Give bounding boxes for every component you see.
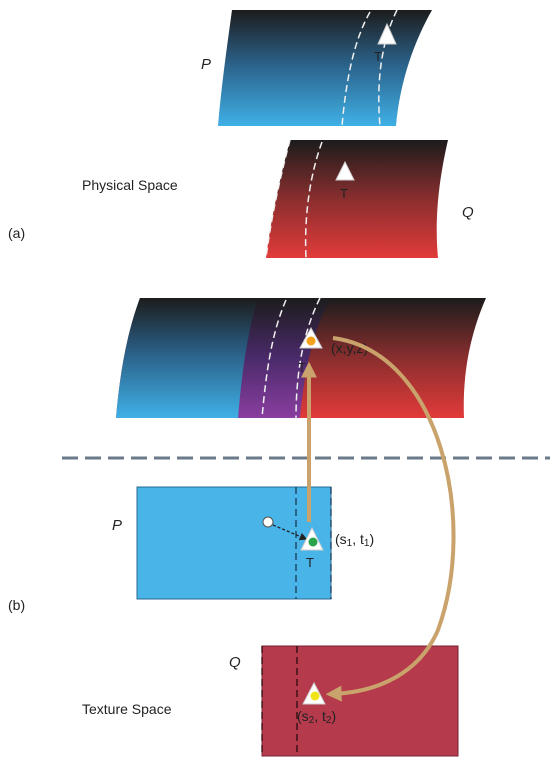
section-a-label: (a) [8, 225, 25, 241]
surface-p [218, 9, 432, 127]
combined-surface [116, 297, 486, 419]
physical-space-label: Physical Space [82, 177, 178, 193]
triangle-t-label: T [298, 360, 306, 375]
surface-p-label: P [201, 56, 211, 73]
section-b-label: (b) [8, 597, 25, 613]
triangle-t-icon [377, 22, 397, 45]
offset-arrow [272, 524, 308, 541]
point-s2t2-marker [310, 691, 320, 701]
texture-q-label: Q [229, 654, 241, 671]
triangle-t-label: T [306, 555, 314, 570]
triangle-t-label: T [374, 49, 382, 64]
coord-s1t1-label: (s1, t1) [335, 531, 374, 549]
triangle-t-icon [335, 160, 355, 181]
triangle-t-label: T [340, 186, 348, 201]
texture-space-label: Texture Space [82, 701, 172, 717]
point-s1t1-marker [308, 537, 318, 547]
source-point-marker [262, 516, 274, 528]
surface-q-label: Q [462, 204, 474, 221]
texture-q [261, 645, 459, 757]
mapping-arrow-curve [325, 336, 456, 702]
texture-p [136, 486, 332, 600]
surface-q [265, 139, 448, 259]
point-xyz-marker [306, 336, 316, 346]
texture-p-label: P [112, 517, 122, 534]
